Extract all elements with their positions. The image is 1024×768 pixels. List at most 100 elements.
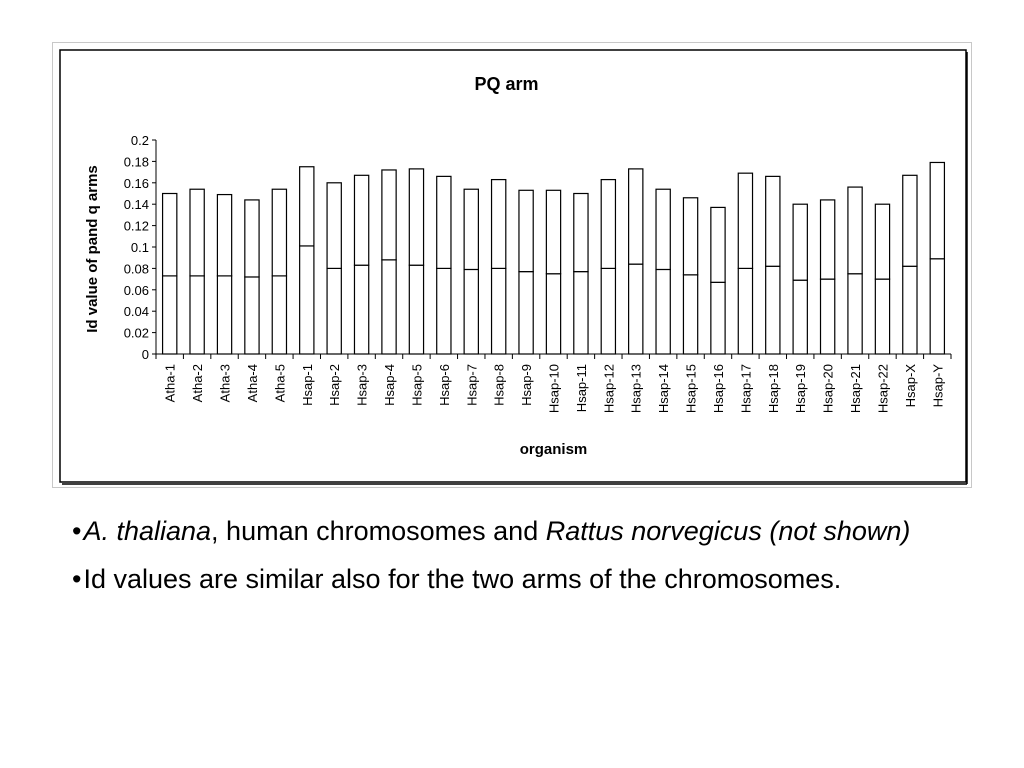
- bar-segment-lower: [600, 267, 617, 355]
- bar-segment-upper: [573, 192, 589, 273]
- y-tick-label: 0.06: [124, 283, 149, 298]
- bullet-text: Id values are similar also for the two a…: [83, 564, 842, 594]
- bar-segment-lower: [573, 271, 589, 355]
- bar-segment-lower: [161, 275, 178, 355]
- y-tick-label: 0.2: [131, 133, 149, 148]
- bar-segment-upper: [655, 188, 671, 271]
- bar-segment-lower: [518, 271, 534, 355]
- bar-segment-lower: [710, 281, 726, 355]
- bar-segment-upper: [765, 175, 781, 267]
- y-tick-label: 0.14: [124, 197, 149, 212]
- x-tick-label: Hsap-4: [382, 364, 397, 406]
- x-tick-label: Atha-5: [272, 364, 287, 402]
- bar-segment-lower: [189, 275, 205, 355]
- bar-segment-upper: [710, 206, 726, 283]
- x-tick-label: Hsap-5: [409, 364, 424, 406]
- bar-segment-upper: [216, 193, 233, 277]
- bar-segment-upper: [299, 166, 315, 247]
- bar-segment-lower: [819, 278, 836, 355]
- x-tick-label: Hsap-1: [300, 364, 315, 406]
- x-tick-label: Hsap-7: [464, 364, 479, 406]
- bar-segment-upper: [929, 161, 946, 260]
- y-tick-label: 0.18: [124, 154, 149, 169]
- bar-segment-upper: [161, 192, 178, 277]
- x-tick-label: Hsap-15: [684, 364, 699, 413]
- x-tick-label: Atha-3: [218, 364, 233, 402]
- bar-segment-upper: [737, 172, 754, 270]
- bar-segment-lower: [737, 267, 754, 355]
- x-tick-label: Hsap-12: [601, 364, 616, 413]
- bar-segment-lower: [902, 265, 918, 355]
- x-tick-label: Hsap-8: [492, 364, 507, 406]
- bar-segment-lower: [299, 245, 315, 355]
- bar-segment-lower: [408, 264, 425, 355]
- bullet-item-1: •A. thaliana, human chromosomes and Ratt…: [72, 512, 970, 550]
- x-tick-label: Atha-4: [245, 364, 260, 402]
- bar-segment-lower: [792, 279, 808, 355]
- bar-segment-upper: [792, 203, 808, 281]
- chart-area-border: [59, 49, 967, 483]
- y-tick-label: 0.1: [131, 240, 149, 255]
- bullet-item-2: •Id values are similar also for the two …: [72, 560, 970, 598]
- bar-segment-upper: [353, 174, 370, 266]
- x-tick-label: Hsap-X: [903, 364, 918, 408]
- x-tick-label: Hsap-16: [711, 364, 726, 413]
- bar-segment-upper: [189, 188, 205, 277]
- bar-segment-upper: [326, 182, 342, 270]
- bar-segment-lower: [490, 267, 507, 355]
- bar-segment-upper: [545, 189, 562, 275]
- x-tick-label: Hsap-19: [793, 364, 808, 413]
- x-tick-label: Hsap-18: [766, 364, 781, 413]
- bar-segment-upper: [381, 169, 397, 261]
- bar-segment-lower: [874, 278, 891, 355]
- bar-segment-lower: [765, 265, 781, 355]
- rattus-name: Rattus norvegicus (not shown): [545, 516, 911, 546]
- bar-segment-upper: [874, 203, 891, 280]
- chart-svg: PQ arm 0 0.02 0.04 0.06 0.08 0.1 0.12 0.14 0.16 0.…: [59, 49, 968, 485]
- bar-segment-lower: [628, 263, 644, 355]
- bar-segment-upper: [271, 188, 288, 277]
- bar-segment-upper: [847, 186, 863, 275]
- x-tick-label: Hsap-11: [574, 364, 589, 412]
- bar-segment-lower: [463, 268, 479, 355]
- x-tick-label: Hsap-Y: [930, 364, 945, 408]
- bar-segment-lower: [545, 273, 562, 355]
- y-tick-label: 0: [142, 347, 149, 362]
- bullet-dot: •: [72, 516, 82, 546]
- bullet-list: •A. thaliana, human chromosomes and Ratt…: [72, 512, 970, 608]
- x-tick-label: Hsap-10: [547, 364, 562, 413]
- x-tick-label: Atha-1: [163, 364, 178, 402]
- bullet-text: , human chromosomes and: [211, 516, 546, 546]
- bar-segment-lower: [929, 258, 946, 355]
- x-axis-label: organism: [520, 441, 588, 458]
- bar-segment-upper: [628, 168, 644, 265]
- y-tick-label: 0.08: [124, 261, 149, 276]
- x-tick-label: Hsap-3: [355, 364, 370, 406]
- bar-segment-lower: [216, 275, 233, 355]
- bar-segment-upper: [436, 175, 452, 270]
- y-axis-label: Id value of pand q arms: [84, 165, 101, 333]
- x-tick-label: Hsap-2: [327, 364, 342, 406]
- bar-segment-upper: [600, 178, 617, 269]
- y-tick-label: 0.02: [124, 326, 149, 341]
- bar-segment-upper: [463, 188, 479, 271]
- bar-segment-upper: [902, 174, 918, 267]
- x-tick-label: Hsap-17: [738, 364, 753, 413]
- y-tick-label: 0.12: [124, 219, 149, 234]
- x-tick-label: Hsap-9: [519, 364, 534, 406]
- bar-segment-upper: [682, 197, 699, 276]
- y-tick-label: 0.16: [124, 176, 149, 191]
- bar-segment-lower: [682, 274, 699, 355]
- x-tick-label: Hsap-20: [821, 364, 836, 413]
- x-tick-label: Atha-2: [190, 364, 205, 402]
- x-tick-label: Hsap-21: [848, 364, 863, 413]
- bar-segment-upper: [408, 168, 425, 266]
- bar-segment-lower: [436, 267, 452, 355]
- x-tick-label: Hsap-14: [656, 364, 671, 413]
- species-name: A. thaliana: [83, 516, 212, 546]
- chart-frame: PQ arm 0 0.02 0.04 0.06 0.08 0.1 0.12 0.14 0.16 0.…: [52, 42, 972, 488]
- bar-segment-upper: [490, 178, 507, 269]
- x-tick-label: Hsap-22: [875, 364, 890, 413]
- bar-segment-lower: [271, 275, 288, 355]
- bar-segment-lower: [655, 268, 671, 355]
